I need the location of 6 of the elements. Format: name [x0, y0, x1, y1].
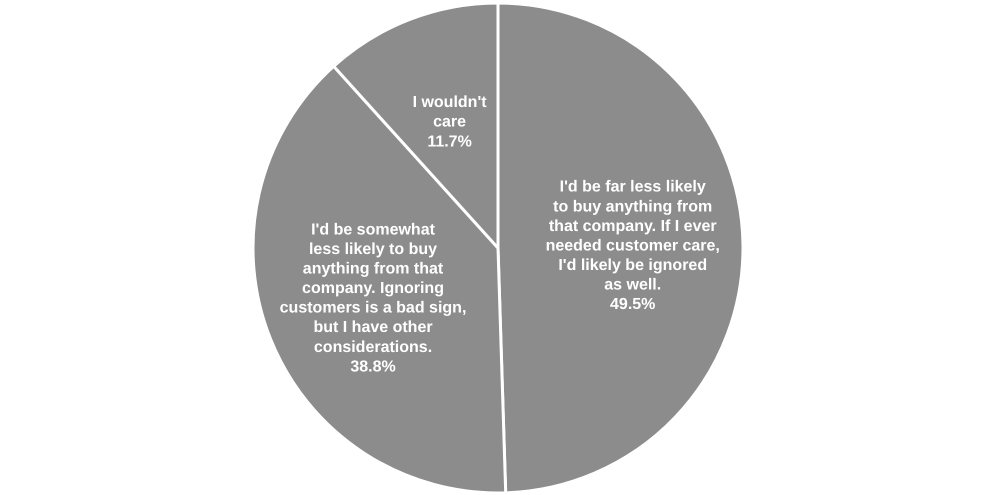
slice-label: I'd be far less likely to buy anything from that company. If I ever needed customer care, I'd likely be ignored as well.: [546, 178, 720, 294]
slice-label: I'd be somewhat less likely to buy anything from that company. Ignoring customers is a bad sign, but I have other considerations.: [280, 221, 466, 356]
data-label: 49.5%: [610, 296, 656, 314]
data-label: 11.7%: [427, 133, 472, 150]
slice-label: I wouldn't care: [412, 94, 488, 131]
data-label: 38.8%: [350, 358, 396, 376]
